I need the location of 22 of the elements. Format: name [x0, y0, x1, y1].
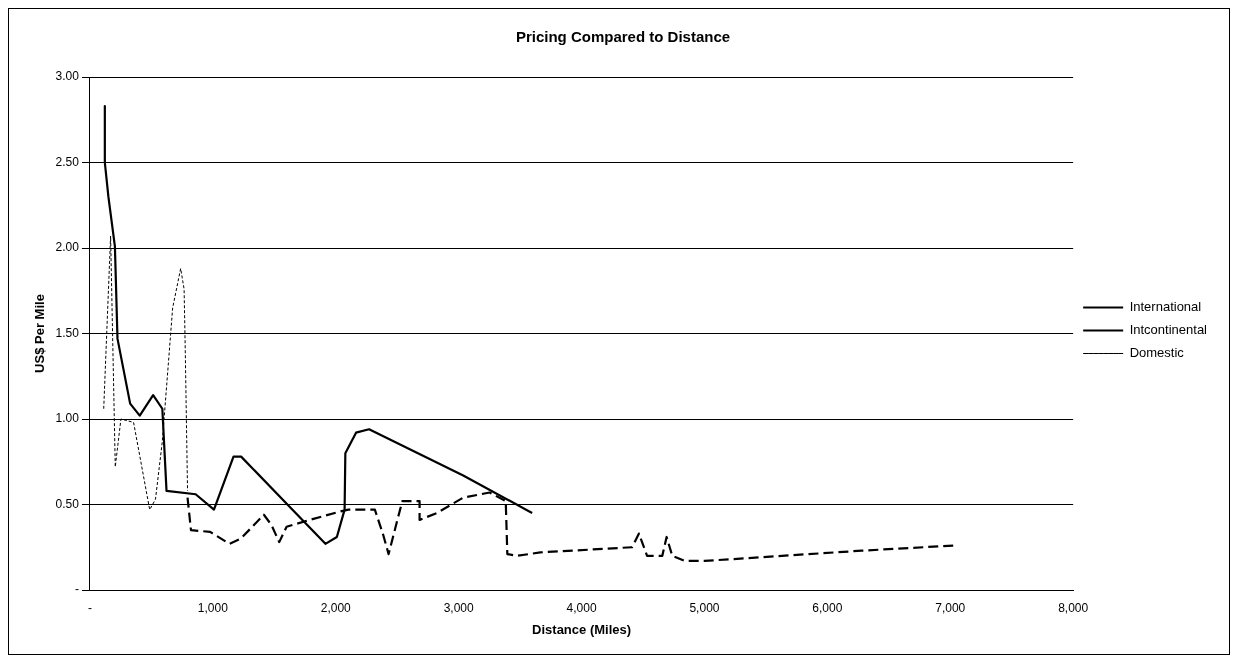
y-tick-label: 2.50	[55, 154, 80, 169]
x-tick-label: 6,000	[812, 600, 843, 615]
chart-title: Pricing Compared to Distance	[515, 28, 731, 46]
y-tick-label: 3.00	[55, 69, 80, 84]
x-tick-label: -	[87, 600, 92, 615]
legend-label: Domestic	[1129, 345, 1185, 361]
x-tick-label: 2,000	[320, 600, 352, 615]
x-tick-label: 1,000	[197, 600, 229, 615]
x-tick-label: 4,000	[566, 600, 597, 615]
x-tick-label: 5,000	[689, 600, 720, 615]
y-tick-label: 0.50	[55, 496, 80, 511]
y-tick-label: 2.00	[55, 240, 80, 255]
legend-label: Intcontinental	[1129, 322, 1208, 338]
x-tick-label: 7,000	[935, 600, 966, 615]
y-tick-label: 1.00	[55, 411, 80, 426]
y-axis-title: US$ Per Mile	[32, 294, 48, 373]
y-tick-label: 1.50	[55, 325, 80, 340]
y-tick-label: -	[74, 582, 79, 597]
x-axis-title: Distance (Miles)	[532, 621, 632, 637]
x-tick-label: 8,000	[1058, 600, 1089, 615]
legend-label: International	[1129, 299, 1202, 315]
x-tick-label: 3,000	[443, 600, 474, 615]
